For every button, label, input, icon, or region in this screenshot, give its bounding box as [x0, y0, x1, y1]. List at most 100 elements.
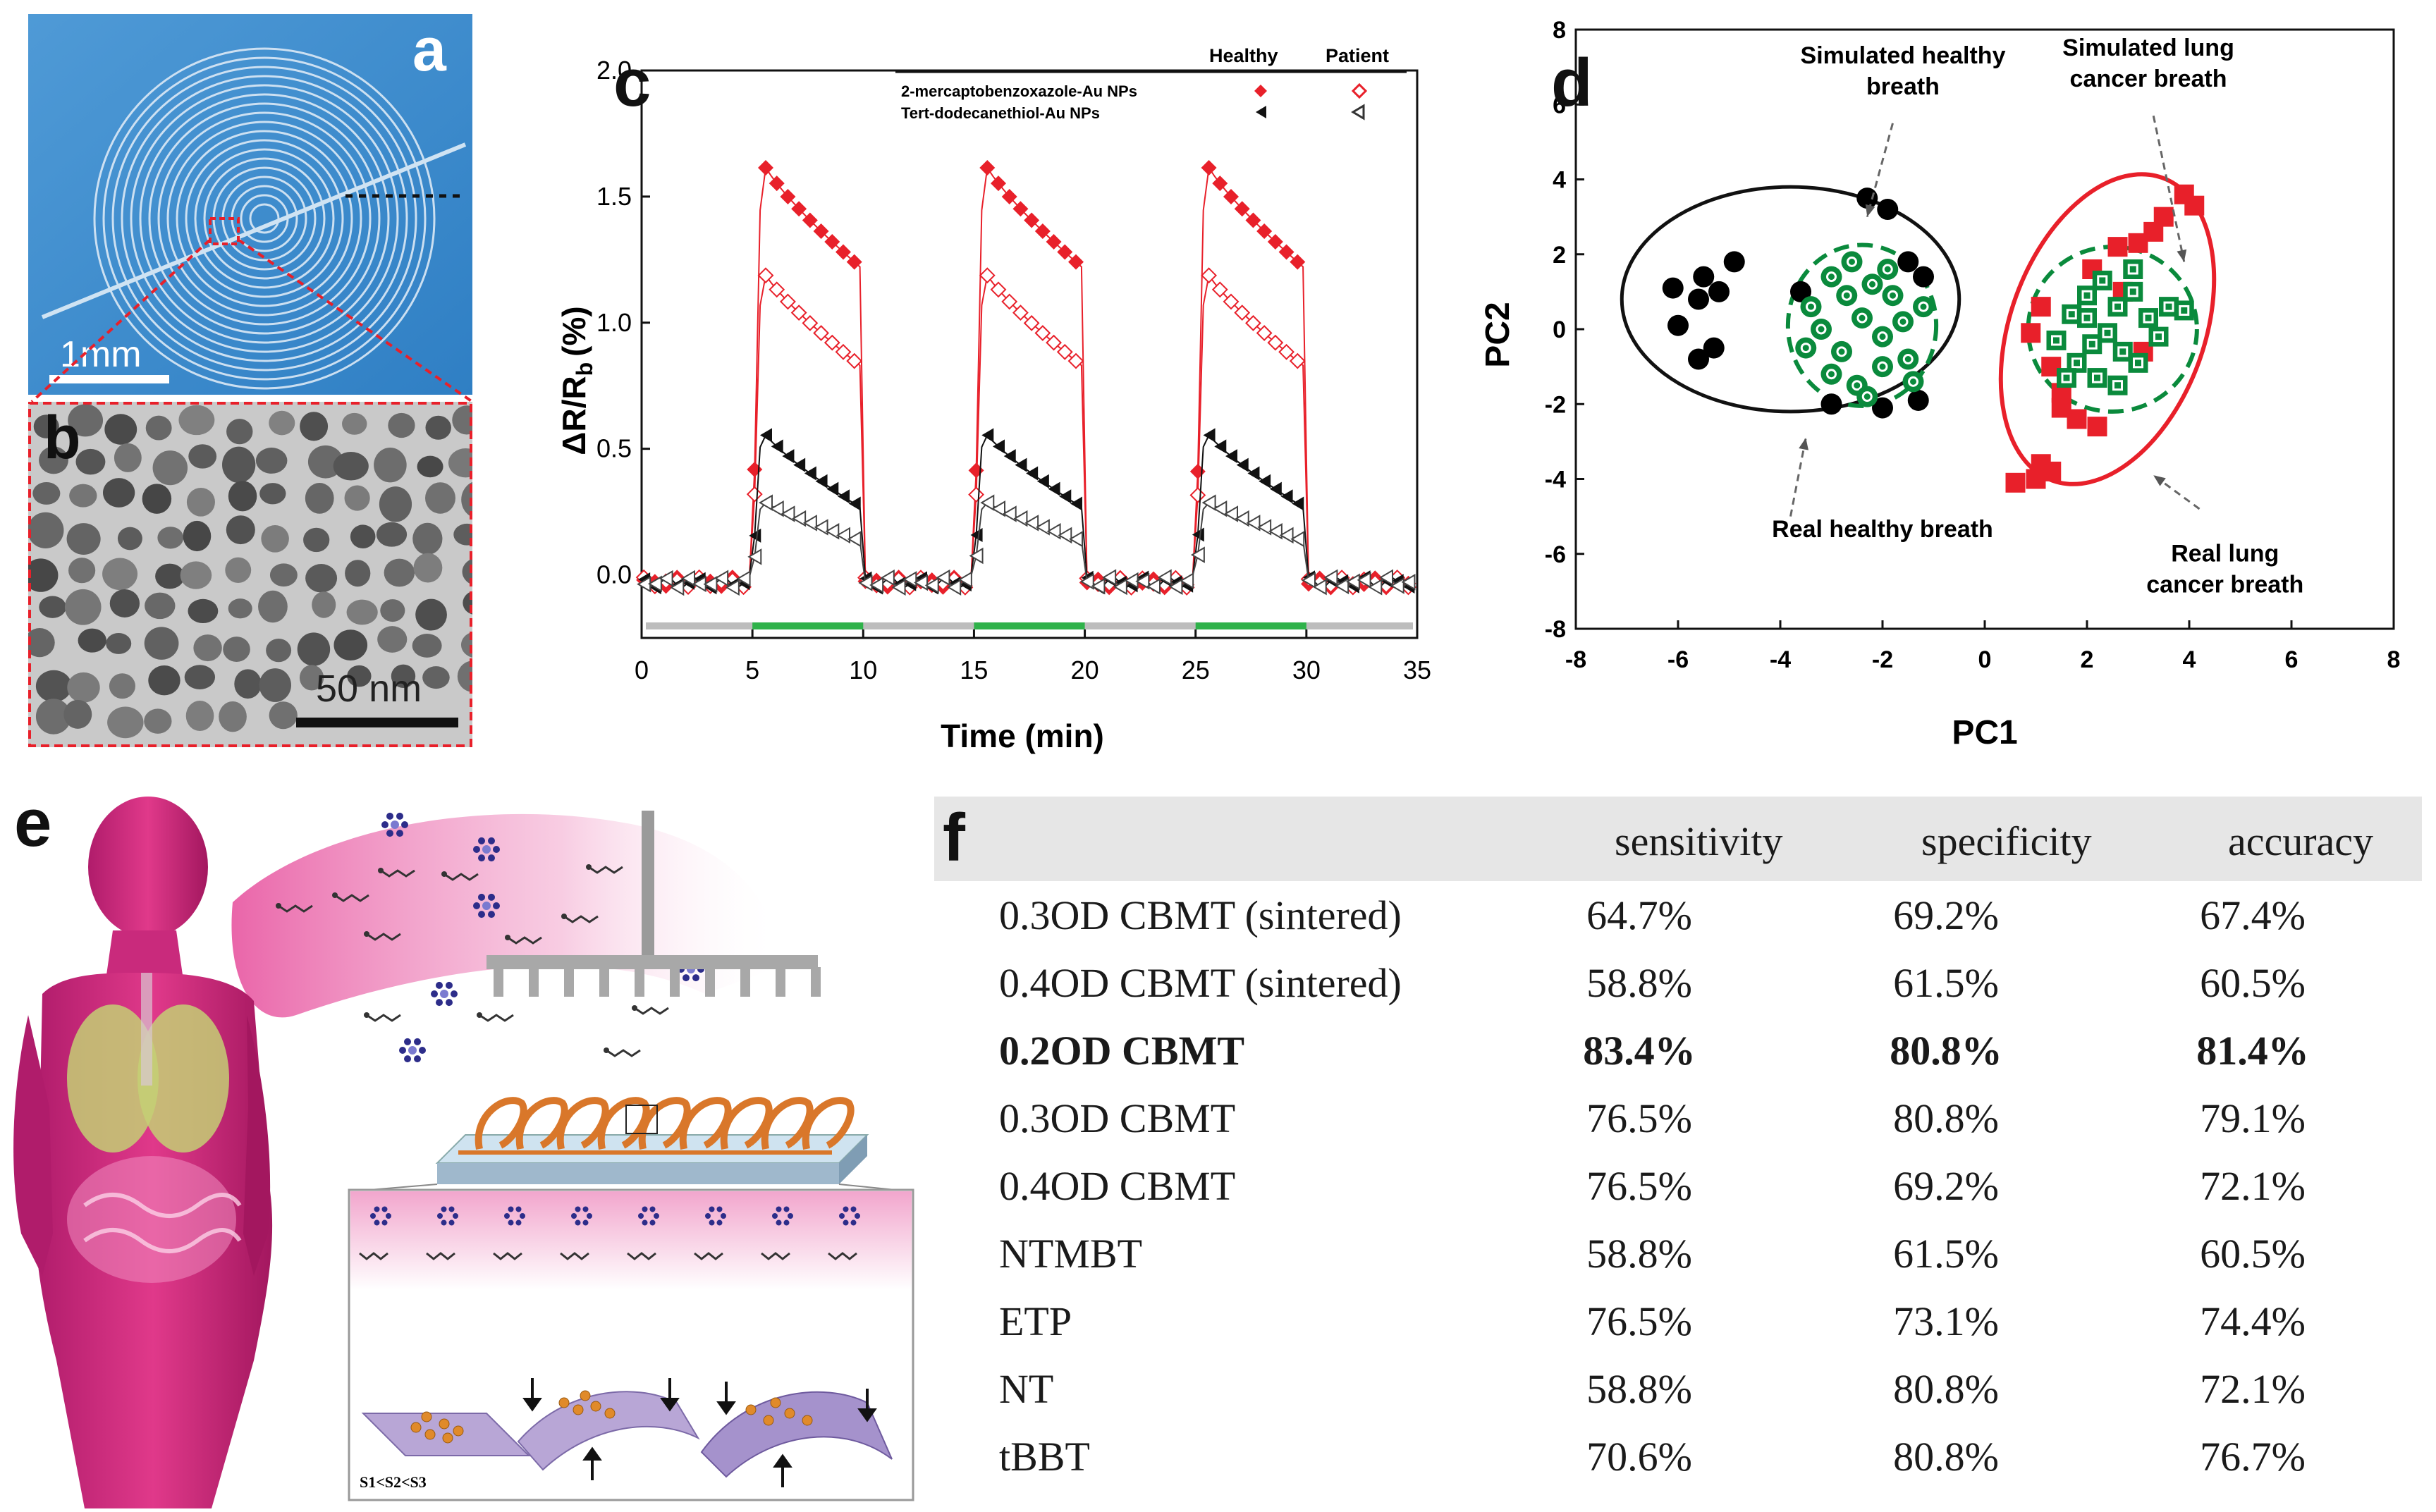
- cell-sensitivity: 83.4%: [1583, 1028, 1696, 1074]
- y-tick-label: 1.5: [596, 182, 632, 211]
- data-point: [1667, 314, 1689, 336]
- data-point: [1012, 305, 1029, 321]
- data-point: [1034, 325, 1051, 341]
- cell-name: 0.4OD CBMT (sintered): [999, 960, 1402, 1006]
- x-tick-label: -6: [1667, 646, 1689, 673]
- data-point: [848, 496, 861, 511]
- data-point: [1001, 188, 1017, 204]
- data-point: [835, 343, 852, 360]
- data-point: [790, 305, 807, 321]
- data-point: [1190, 546, 1205, 563]
- data-point: [1036, 474, 1049, 488]
- data-point: [1067, 352, 1084, 369]
- aromatic-molecule: [772, 1206, 793, 1226]
- data-point: [1189, 463, 1206, 479]
- cell-sensitivity: 70.6%: [1586, 1434, 1692, 1480]
- data-point: [771, 439, 783, 454]
- chain-molecule: [426, 1252, 455, 1260]
- cell-accuracy: 72.1%: [2200, 1366, 2306, 1412]
- data-point: [1211, 281, 1228, 298]
- y-tick-label: -6: [1545, 541, 1566, 568]
- legend-row-2: Tert-dodecanethiol-Au NPs: [901, 104, 1100, 122]
- data-point: [1224, 505, 1238, 522]
- data-point: [1856, 188, 1878, 209]
- data-point: [1723, 251, 1745, 273]
- data-point: [1820, 363, 1842, 385]
- data-point: [1256, 325, 1273, 341]
- svg-text:ΔR/Rb(%): ΔR/Rb(%): [556, 306, 597, 455]
- legend-header-patient: Patient: [1326, 45, 1389, 66]
- cell-sensitivity: 58.8%: [1586, 1366, 1692, 1412]
- legend-header-healthy: Healthy: [1209, 45, 1278, 66]
- chain-molecule: [586, 864, 623, 874]
- x-tick-label: 5: [745, 656, 759, 684]
- data-point: [2087, 417, 2107, 437]
- data-point: [2087, 368, 2107, 388]
- table-header-band: [934, 797, 2422, 881]
- cell-name: NT: [999, 1366, 1054, 1412]
- table-row: tBBT 70.6% 80.8% 76.7%: [934, 1433, 2422, 1501]
- data-point: [2148, 326, 2169, 347]
- data-point: [1068, 254, 1084, 270]
- cell-accuracy: 81.4%: [2196, 1028, 2309, 1074]
- data-point: [1368, 579, 1383, 596]
- intestines: [67, 1156, 236, 1283]
- data-point: [1168, 578, 1183, 595]
- data-point: [1214, 439, 1227, 454]
- annotation: Simulated lung cancer breath: [2062, 35, 2234, 92]
- data-point: [2138, 308, 2158, 328]
- x-tick-label: 6: [2285, 646, 2299, 673]
- exposure-bar: [752, 622, 864, 629]
- cell-name: 0.2OD CBMT: [999, 1028, 1244, 1074]
- data-point: [1831, 340, 1852, 362]
- y-tick-label: 4: [1553, 167, 1566, 194]
- panel-label-b: b: [44, 404, 81, 472]
- data-point: [1269, 481, 1282, 496]
- sensor-coils: [458, 1097, 855, 1155]
- data-point: [1268, 522, 1283, 540]
- series-line: [643, 501, 1414, 589]
- data-point: [1113, 578, 1127, 596]
- data-point: [824, 233, 840, 250]
- chain-molecule: [828, 1252, 857, 1260]
- data-point: [1234, 201, 1250, 217]
- data-point: [802, 314, 819, 331]
- chain-molecule: [694, 1252, 723, 1260]
- data-point: [1856, 386, 1878, 407]
- cell-accuracy: 60.5%: [2200, 1231, 2306, 1277]
- cell-sensitivity: 76.5%: [1586, 1163, 1692, 1209]
- data-point: [804, 466, 816, 481]
- data-point: [1201, 267, 1217, 284]
- data-point: [825, 522, 840, 540]
- data-point: [968, 486, 984, 503]
- table-row: 0.4OD CBMT (sintered) 58.8% 61.5% 60.5%: [934, 959, 2422, 1027]
- data-point: [1157, 569, 1172, 586]
- data-point: [1861, 273, 1883, 295]
- data-point: [836, 527, 850, 544]
- table-row: 0.3OD CBMT (sintered) 64.7% 69.2% 67.4%: [934, 892, 2422, 959]
- data-point: [2112, 341, 2133, 362]
- data-point: [1024, 212, 1040, 228]
- data-point: [1902, 371, 1924, 393]
- chain-molecule: [604, 1047, 641, 1057]
- data-point: [1688, 348, 1709, 370]
- scale-text-b: 50 nm: [316, 668, 422, 710]
- data-point: [769, 500, 784, 517]
- data-point: [1212, 176, 1228, 192]
- panel-a: 1mm a: [28, 14, 472, 395]
- cell-specificity: 69.2%: [1893, 892, 1999, 938]
- data-point: [1012, 201, 1029, 217]
- legend-row-1: 2-mercaptobenzoxazole-Au NPs: [901, 82, 1137, 100]
- data-point: [2082, 334, 2103, 355]
- cell-specificity: 61.5%: [1893, 960, 1999, 1006]
- data-point: [1897, 251, 1919, 273]
- table-row: ETP 76.5% 73.1% 74.4%: [934, 1298, 2422, 1365]
- aromatic-molecule: [638, 1206, 659, 1226]
- x-tick-label: 4: [2183, 646, 2196, 673]
- data-point: [936, 569, 950, 586]
- data-point: [792, 510, 807, 527]
- panel-label-e: e: [14, 785, 51, 861]
- data-point: [1246, 515, 1261, 531]
- chain-molecule: [276, 903, 313, 913]
- x-tick-label: 35: [1403, 656, 1431, 684]
